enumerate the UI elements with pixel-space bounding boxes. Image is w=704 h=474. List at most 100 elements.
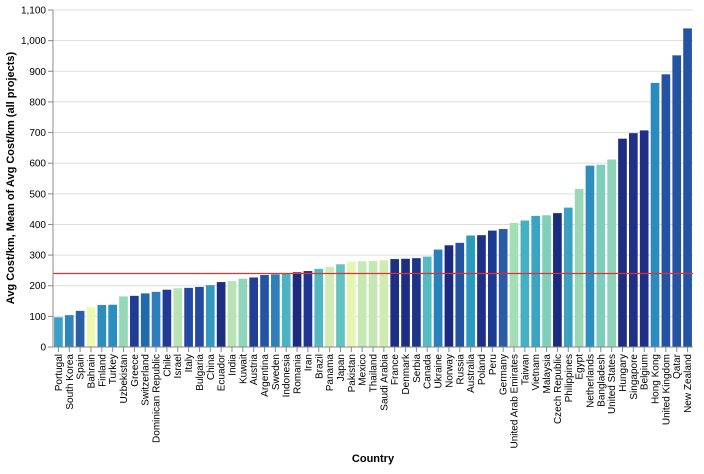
x-tick-label: France [390,354,401,386]
bar [173,288,183,347]
bar [75,310,85,347]
x-tick-label: New Zealand [683,354,694,413]
y-tick-label: 0 [40,343,46,354]
bar [531,215,541,347]
bar [596,164,606,347]
bar [412,258,421,347]
bar [553,213,562,347]
y-tick-label: 700 [29,128,46,139]
y-tick-label: 1,000 [21,36,46,47]
bar [618,138,627,347]
x-tick-label: Austria [249,354,260,386]
bar [162,289,172,347]
bar [119,296,128,347]
x-tick-label: Hungary [618,354,629,392]
bar [303,271,313,347]
x-tick-label: Sweden [271,354,282,390]
x-tick-label: United Arab Emirates [510,354,521,449]
bar [444,245,454,347]
x-tick-label: Poland [477,354,488,385]
x-tick-label: Italy [184,354,195,372]
x-tick-label: Netherlands [585,354,596,408]
x-tick-label: Australia [466,354,477,393]
bar [238,278,248,347]
bar [140,293,150,347]
x-tick-label: Portugal [54,354,65,391]
x-tick-label: Romania [293,354,304,394]
bar [281,273,291,347]
bar [292,272,302,347]
x-tick-label: Thailand [369,354,380,392]
bar [379,260,389,347]
x-tick-label: Peru [488,354,499,375]
x-tick-label: Uzbekistan [119,354,130,403]
bar [64,315,74,347]
bar [487,230,497,347]
x-tick-label: Egypt [575,354,586,380]
x-tick-label: United States [607,354,618,414]
bar [661,74,671,347]
x-tick-label: Malaysia [542,354,553,394]
x-tick-label: Mexico [358,354,369,386]
x-axis-title: Country [352,453,395,465]
x-tick-label: Ukraine [434,354,445,389]
bar [683,28,692,348]
bar [433,249,443,347]
x-tick-label: Serbia [412,354,423,383]
x-tick-label: China [206,354,217,381]
y-tick-label: 400 [29,220,46,231]
x-tick-label: Canada [423,354,434,389]
x-tick-label: Taiwan [520,354,531,385]
bar [271,274,280,347]
x-tick-label: Pakistan [347,354,358,392]
x-tick-label: Singapore [629,354,640,400]
bar [650,82,660,347]
bar [422,256,432,347]
x-tick-label: Germany [499,354,510,395]
x-tick-label: Brazil [314,354,325,379]
x-tick-label: Finland [97,354,108,387]
x-tick-label: Russia [455,354,466,385]
x-tick-label: Kuwait [238,354,249,384]
bar [455,242,465,347]
x-tick-label: Indonesia [282,354,293,398]
x-tick-label: Belgium [640,354,651,390]
x-tick-label: South Korea [65,354,76,410]
y-tick-label: 900 [29,67,46,78]
bar [346,261,356,347]
bar [325,266,334,347]
x-tick-label: Iran [303,354,314,371]
x-tick-label: Bulgaria [195,354,206,391]
bar [498,229,508,347]
bar [336,264,345,347]
bar [574,188,584,347]
bar [466,235,475,347]
bar [195,286,204,347]
bar [108,304,117,347]
bar [227,281,237,347]
y-tick-label: 600 [29,159,46,170]
x-tick-label: Spain [76,354,87,380]
y-tick-label: 800 [29,97,46,108]
x-tick-label: Switzerland [141,354,152,406]
x-tick-label: Greece [130,354,141,387]
x-tick-label: Panama [325,354,336,392]
bar [86,307,96,347]
bar [97,305,107,347]
bar [563,207,573,347]
bar [390,259,400,347]
x-tick-label: Bahrain [86,354,97,388]
x-tick-label: Chile [162,354,173,377]
bar [314,268,324,347]
bar [130,295,139,347]
y-tick-label: 200 [29,281,46,292]
x-tick-label: Czech Republic [553,354,564,424]
axes: 0 100 200 300 400 500 600 700 800 900 1,000 1,100 Po… [21,6,694,449]
x-tick-label: Bangladesh [596,354,607,407]
x-tick-label: Argentina [260,354,271,397]
bar [151,291,161,347]
bar [184,287,193,347]
bar [672,55,682,347]
bar [607,159,616,347]
